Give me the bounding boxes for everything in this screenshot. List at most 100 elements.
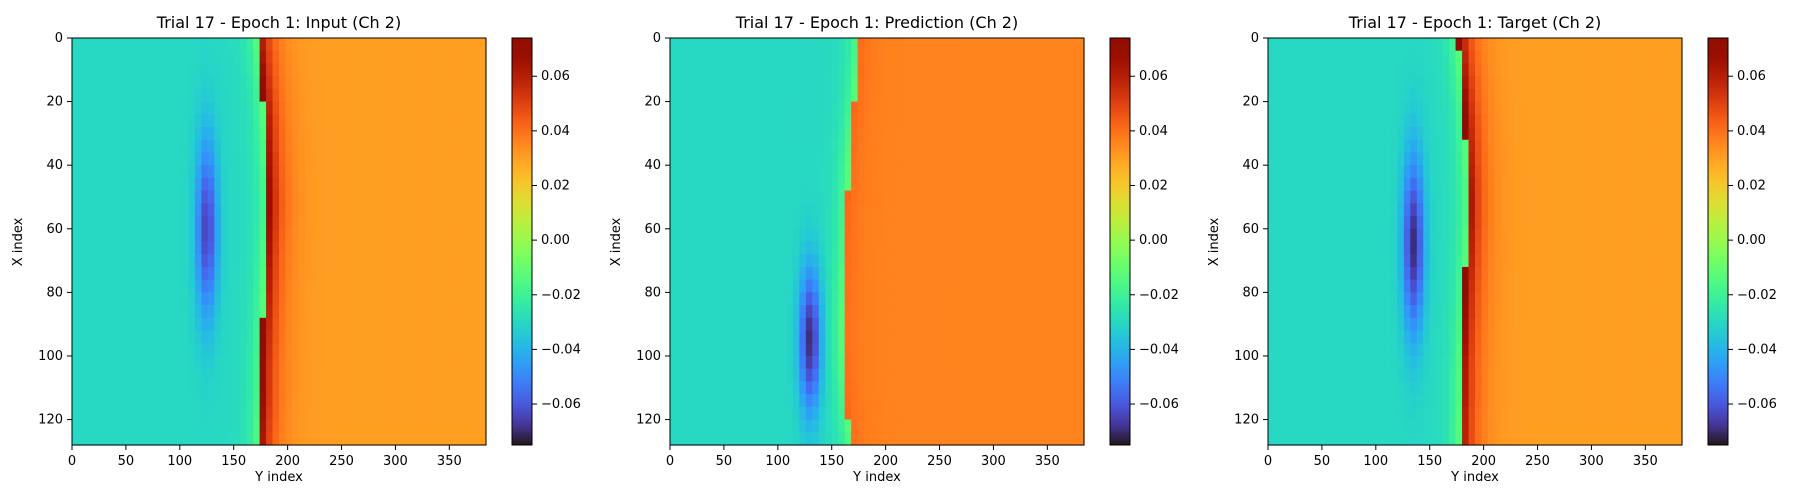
heatmap-cell (838, 394, 846, 408)
heatmap-cell (246, 419, 254, 433)
heatmap-cell (1071, 177, 1079, 192)
heatmap-cell (91, 305, 99, 319)
heatmap-cell (1533, 165, 1541, 179)
heatmap-cell (169, 292, 177, 306)
heatmap-cell (440, 190, 448, 204)
heatmap-cell (304, 190, 312, 204)
heatmap-cell (324, 228, 332, 243)
heatmap-cell (670, 114, 678, 128)
heatmap-cell (194, 127, 202, 141)
heatmap-cell (805, 394, 813, 408)
heatmap-cell (870, 228, 878, 243)
heatmap-cell (767, 190, 775, 204)
heatmap-cell (220, 330, 228, 344)
heatmap-cell (734, 203, 742, 217)
heatmap-cell (473, 368, 481, 383)
heatmap-cell (715, 152, 723, 166)
heatmap-cell (864, 216, 872, 230)
heatmap-cell (149, 216, 157, 230)
heatmap-cell (870, 127, 878, 141)
heatmap-cell (104, 406, 112, 421)
heatmap-cell (473, 203, 481, 217)
heatmap-cell (363, 330, 371, 344)
heatmap-cell (902, 317, 910, 332)
heatmap-cell (883, 317, 891, 332)
heatmap-cell (754, 394, 762, 408)
heatmap-cell (1675, 50, 1683, 65)
heatmap-cell (117, 63, 125, 77)
heatmap-cell (786, 381, 794, 395)
heatmap-cell (356, 76, 364, 90)
heatmap-cell (194, 139, 202, 154)
heatmap-cell (188, 330, 196, 344)
heatmap-cell (421, 432, 429, 446)
heatmap-cell (695, 38, 703, 52)
heatmap-cell (909, 228, 917, 243)
colorbar-tick-label: −0.02 (1139, 288, 1179, 303)
heatmap-cell (974, 114, 982, 128)
heatmap-cell (233, 381, 241, 395)
heatmap-cell (181, 101, 190, 115)
heatmap-cell (928, 139, 936, 154)
heatmap-cell (246, 165, 254, 179)
heatmap-cell (246, 432, 254, 446)
heatmap-cell (363, 254, 371, 268)
heatmap-cell (1332, 38, 1340, 52)
colorbar-gradient (1109, 37, 1131, 446)
heatmap-cell (1051, 203, 1059, 217)
heatmap-cell (818, 101, 826, 115)
heatmap-cell (460, 317, 468, 332)
heatmap-cell (285, 50, 293, 65)
heatmap-cell (670, 419, 678, 433)
heatmap-cell (825, 432, 833, 446)
heatmap-cell (741, 88, 749, 103)
heatmap-cell (1313, 127, 1321, 141)
heatmap-cell (395, 254, 403, 268)
heatmap-cell (702, 254, 710, 268)
heatmap-cell (440, 152, 448, 166)
heatmap-cell (708, 114, 716, 128)
heatmap-cell (1520, 76, 1528, 90)
heatmap-cell (689, 165, 697, 179)
heatmap-cell (220, 266, 228, 281)
heatmap-cell (857, 152, 865, 166)
heatmap-cell (909, 114, 917, 128)
heatmap-cell (227, 419, 235, 433)
heatmap-cell (311, 114, 319, 128)
heatmap-cell (728, 88, 736, 103)
heatmap-cell (922, 127, 930, 141)
heatmap-cell (453, 38, 461, 52)
heatmap-cell (324, 330, 332, 344)
heatmap-cell (214, 216, 222, 230)
heatmap-cell (156, 330, 164, 344)
heatmap-cell (162, 394, 170, 408)
heatmap-cell (434, 432, 442, 446)
x-tick-label: 300 (383, 454, 408, 469)
heatmap-cell (110, 88, 118, 103)
heatmap-cell (220, 368, 228, 383)
heatmap-cell (1058, 228, 1066, 243)
heatmap-cell (915, 343, 923, 357)
heatmap-cell (1064, 216, 1072, 230)
heatmap-cell (388, 355, 397, 370)
heatmap-cell (291, 76, 300, 90)
heatmap-cell (317, 406, 325, 421)
heatmap-cell (272, 38, 280, 52)
heatmap-cell (1397, 101, 1405, 115)
heatmap-cell (851, 165, 859, 179)
heatmap-cell (382, 279, 390, 293)
heatmap-cell (851, 190, 859, 204)
heatmap-cell (941, 292, 949, 306)
heatmap-cell (266, 241, 274, 255)
heatmap-cell (110, 165, 118, 179)
heatmap-cell (337, 343, 345, 357)
heatmap-cell (330, 343, 338, 357)
heatmap-cell (169, 279, 177, 293)
heatmap-cell (382, 139, 390, 154)
heatmap-cell (266, 419, 274, 433)
heatmap-cell (986, 254, 995, 268)
heatmap-cell (702, 394, 710, 408)
heatmap-cell (317, 203, 325, 217)
heatmap-cell (356, 228, 364, 243)
